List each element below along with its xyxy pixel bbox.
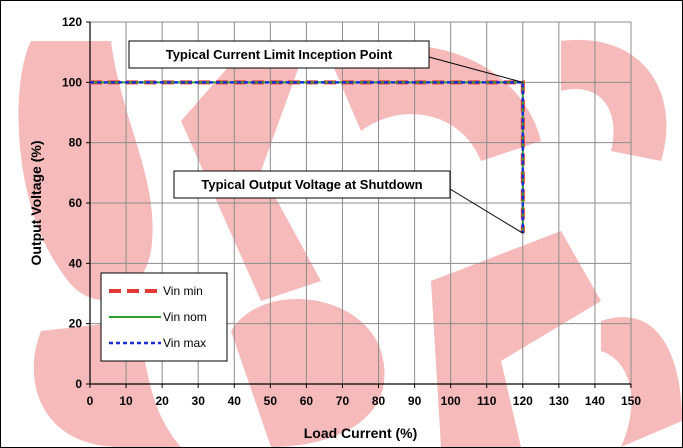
watermark-shape-7 bbox=[601, 317, 682, 447]
y-tick-label: 0 bbox=[75, 377, 82, 391]
x-tick-label: 60 bbox=[300, 394, 314, 408]
annotations-layer: Typical Current Limit Inception Point Typ… bbox=[128, 40, 524, 234]
x-tick-label: 0 bbox=[87, 394, 94, 408]
watermark-shape-0 bbox=[18, 41, 153, 300]
x-tick-label: 20 bbox=[155, 394, 169, 408]
y-axis-title: Output Voltage (%) bbox=[28, 141, 44, 266]
x-tick-label: 110 bbox=[477, 394, 497, 408]
annotation-label: Typical Output Voltage at Shutdown bbox=[201, 177, 422, 192]
y-tick-label: 20 bbox=[69, 317, 83, 331]
legend: Vin min Vin nom Vin max bbox=[100, 272, 228, 362]
annotation-box bbox=[173, 170, 451, 199]
x-tick-label: 50 bbox=[264, 394, 278, 408]
watermark-shape-2 bbox=[331, 45, 541, 161]
x-axis-title: Load Current (%) bbox=[304, 425, 418, 441]
x-tick-label: 90 bbox=[408, 394, 422, 408]
x-tick-label: 130 bbox=[549, 394, 569, 408]
annotation-box bbox=[128, 40, 430, 69]
x-tick-label: 150 bbox=[621, 394, 641, 408]
y-tick-label: 100 bbox=[62, 75, 82, 89]
legend-label: Vin min bbox=[163, 284, 203, 298]
series-line-vin-max bbox=[90, 81, 525, 234]
watermark-shape-6 bbox=[561, 39, 667, 161]
x-tick-label: 40 bbox=[228, 394, 242, 408]
x-tick-label: 120 bbox=[513, 394, 533, 408]
x-tick-label: 100 bbox=[441, 394, 461, 408]
watermark-layer bbox=[18, 39, 682, 447]
watermark-shape-4 bbox=[231, 298, 385, 447]
legend-label: Vin nom bbox=[163, 310, 207, 324]
annotation-leader-line bbox=[428, 56, 523, 83]
x-tick-label: 70 bbox=[336, 394, 350, 408]
y-tick-label: 60 bbox=[69, 196, 83, 210]
x-tick-label: 140 bbox=[585, 394, 605, 408]
y-tick-label: 80 bbox=[69, 136, 83, 150]
x-tick-label: 30 bbox=[192, 394, 206, 408]
annotation-leader-line bbox=[449, 188, 524, 234]
annotation-label: Typical Current Limit Inception Point bbox=[166, 47, 393, 62]
x-tick-label: 80 bbox=[372, 394, 386, 408]
y-tick-label: 120 bbox=[62, 15, 82, 29]
y-tick-labels: 0 20 40 60 80 100 120 bbox=[62, 15, 82, 391]
x-tick-label: 10 bbox=[119, 394, 133, 408]
x-tick-labels: 0 10 20 30 40 50 60 70 80 90 100 110 120 130 140 150 bbox=[87, 394, 642, 408]
y-tick-label: 40 bbox=[69, 256, 83, 270]
legend-label: Vin max bbox=[163, 336, 206, 350]
